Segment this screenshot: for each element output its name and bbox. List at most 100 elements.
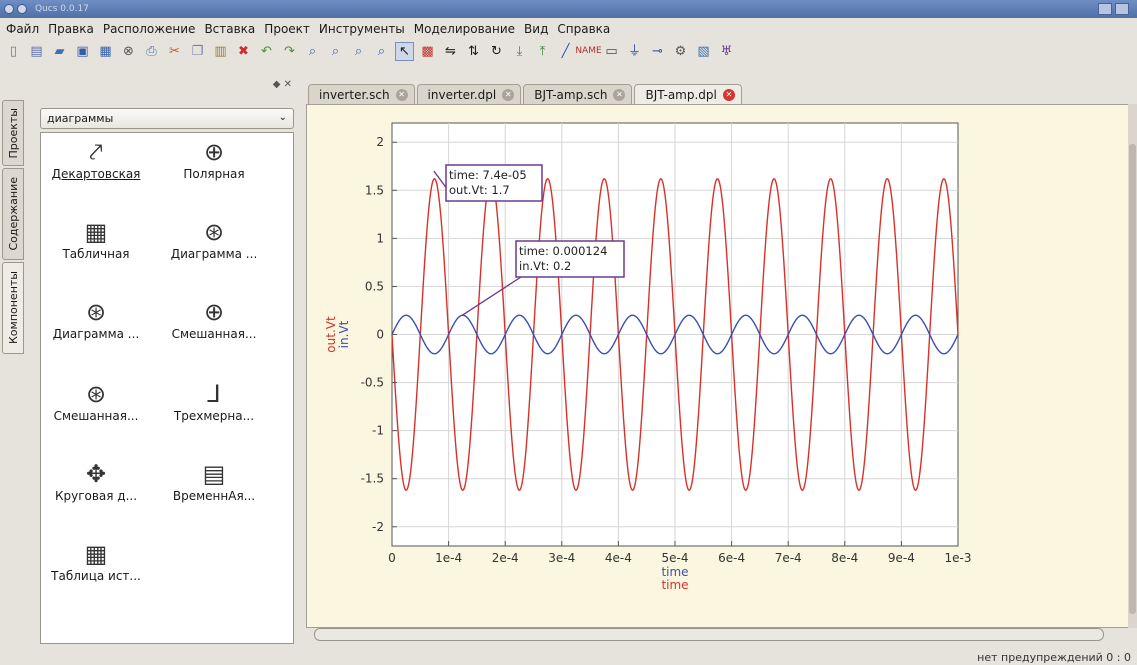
- equation-icon[interactable]: ⊸: [652, 43, 663, 59]
- new-text-icon[interactable]: ▤: [30, 43, 43, 59]
- vertical-scrollbar-thumb[interactable]: [1129, 144, 1136, 614]
- doc-tab-label: inverter.sch: [319, 87, 390, 102]
- app-icon[interactable]: [4, 4, 14, 14]
- print-icon[interactable]: ⎙: [146, 43, 157, 59]
- open-icon[interactable]: ▰: [54, 43, 65, 59]
- tab-components[interactable]: Компоненты: [2, 262, 24, 354]
- simulate-icon[interactable]: ⚙: [674, 43, 687, 59]
- horizontal-scrollbar[interactable]: [314, 628, 1104, 641]
- tab-bjt-amp-sch[interactable]: BJT-amp.sch ✕: [523, 84, 633, 104]
- menu-simulation[interactable]: Моделирование: [413, 22, 516, 36]
- maximize-button[interactable]: [1115, 3, 1129, 15]
- menu-help[interactable]: Справка: [557, 22, 611, 36]
- close-icon[interactable]: ⊗: [123, 43, 134, 59]
- menu-positioning[interactable]: Расположение: [102, 22, 196, 36]
- tab-components-label: Компоненты: [6, 271, 20, 345]
- component-item[interactable]: ⅃ Трехмерна...: [159, 379, 269, 423]
- minimize-button[interactable]: [1098, 3, 1112, 15]
- delete-icon[interactable]: ✖: [238, 43, 249, 59]
- menu-edit[interactable]: Правка: [48, 22, 94, 36]
- vertical-scrollbar[interactable]: [1128, 104, 1137, 628]
- y-tick-label: 1.5: [365, 183, 384, 197]
- zoom-out-icon[interactable]: ⌕: [354, 43, 363, 59]
- mirror-x-icon[interactable]: ⇋: [445, 43, 456, 59]
- mirror-y-icon[interactable]: ⇅: [468, 43, 479, 59]
- component-item[interactable]: ✥ Круговая д...: [41, 459, 151, 503]
- dock-close-icon[interactable]: ✕: [283, 79, 292, 90]
- polar-smith-icon: ⊕: [203, 298, 225, 326]
- chart-ticks: 0 1e-4 2e-4 3e-4 4e-4 5e-4 6e-4 7e-4 8e-4 9e-4 1e-…: [361, 135, 972, 565]
- redo-icon[interactable]: ↷: [284, 43, 295, 59]
- tab-inverter-dpl[interactable]: inverter.dpl ✕: [416, 84, 522, 104]
- close-tab-icon[interactable]: ✕: [502, 88, 515, 101]
- component-category-select[interactable]: диаграммы ⌄: [40, 108, 294, 129]
- close-tab-icon[interactable]: ✕: [722, 88, 735, 101]
- window-icons: [4, 4, 27, 14]
- y-tick-label: -1.5: [361, 472, 384, 486]
- zoom-1to1-icon[interactable]: ⌕: [377, 43, 386, 59]
- menu-insert[interactable]: Вставка: [204, 22, 256, 36]
- menu-view[interactable]: Вид: [524, 22, 549, 36]
- tab-projects[interactable]: Проекты: [2, 100, 24, 166]
- schematic-canvas[interactable]: 0 1e-4 2e-4 3e-4 4e-4 5e-4 6e-4 7e-4 8e-4 9e-4 1e-…: [306, 104, 1130, 628]
- deactivate-icon[interactable]: ▩: [421, 43, 434, 59]
- component-item[interactable]: ▤ ВременнАя...: [159, 459, 269, 503]
- locus-curve-icon: ✥: [85, 460, 107, 488]
- view-dataset-icon[interactable]: ▧: [697, 43, 710, 59]
- component-item[interactable]: ▦ Таблица ист...: [41, 539, 151, 583]
- tab-content[interactable]: Содержание: [2, 168, 24, 260]
- marker-box[interactable]: [445, 164, 543, 202]
- component-item[interactable]: ⊕ Смешанная...: [159, 297, 269, 341]
- marker-icon[interactable]: ♅: [720, 43, 733, 59]
- menu-project[interactable]: Проект: [264, 22, 310, 36]
- 3d-cartesian-icon: ⅃: [207, 380, 221, 408]
- component-item[interactable]: ⊛ Смешанная...: [41, 379, 151, 423]
- ground-icon[interactable]: ⏚: [627, 43, 641, 59]
- go-into-subcircuit-icon[interactable]: ⤓: [516, 43, 523, 59]
- port-icon[interactable]: ▭: [605, 43, 618, 59]
- undo-icon[interactable]: ↶: [261, 43, 272, 59]
- cut-icon[interactable]: ✂: [169, 43, 180, 59]
- tab-inverter-sch[interactable]: inverter.sch ✕: [308, 84, 415, 104]
- component-label: Табличная: [62, 247, 130, 261]
- x-tick-label: 2e-4: [492, 551, 519, 565]
- timing-diagram-icon: ▤: [202, 460, 226, 488]
- marker-box[interactable]: [515, 240, 625, 278]
- select-icon[interactable]: ↖: [395, 41, 414, 61]
- save-all-icon[interactable]: ▦: [99, 43, 112, 59]
- menu-bar: Файл Правка Расположение Вставка Проект …: [0, 19, 1137, 39]
- cartesian-diagram[interactable]: 0 1e-4 2e-4 3e-4 4e-4 5e-4 6e-4 7e-4 8e-4 9e-4 1e-…: [307, 105, 1129, 627]
- rotate-icon[interactable]: ↻: [491, 43, 502, 59]
- component-item[interactable]: ▦ Табличная: [41, 217, 151, 261]
- insert-label-icon[interactable]: NAME: [575, 45, 602, 56]
- component-item[interactable]: ⊕ Полярная: [159, 137, 269, 181]
- menu-tools[interactable]: Инструменты: [318, 22, 405, 36]
- new-file-icon[interactable]: ▯: [9, 43, 18, 59]
- component-label: Смешанная...: [171, 327, 257, 341]
- tab-bjt-amp-dpl[interactable]: BJT-amp.dpl ✕: [634, 84, 742, 104]
- y-tick-label: -0.5: [361, 376, 384, 390]
- x-tick-label: 4e-4: [605, 551, 632, 565]
- component-item[interactable]: ⊛ Диаграмма ...: [41, 297, 151, 341]
- smith-chart-icon: ⊛: [203, 218, 225, 246]
- tab-content-label: Содержание: [6, 177, 20, 251]
- window-menu-icon[interactable]: [17, 4, 27, 14]
- go-back-icon[interactable]: ⤒: [539, 43, 546, 59]
- close-tab-icon[interactable]: ✕: [395, 88, 408, 101]
- series-line-invt: [391, 314, 959, 355]
- zoom-in-icon[interactable]: ⌕: [331, 43, 340, 59]
- component-item[interactable]: ⤤ Декартовская: [41, 137, 151, 181]
- chart-grid: [392, 123, 958, 546]
- copy-icon[interactable]: ❐: [191, 43, 204, 59]
- dock-float-icon[interactable]: ◆: [272, 79, 281, 90]
- menu-file[interactable]: Файл: [6, 22, 40, 36]
- wire-icon[interactable]: ╱: [561, 43, 570, 59]
- paste-icon[interactable]: ▥: [214, 43, 227, 59]
- zoom-fit-icon[interactable]: ⌕: [308, 43, 317, 59]
- truth-table-icon: ▦: [84, 540, 108, 568]
- save-icon[interactable]: ▣: [76, 43, 89, 59]
- x-tick-label: 5e-4: [662, 551, 689, 565]
- component-item[interactable]: ⊛ Диаграмма ...: [159, 217, 269, 261]
- close-tab-icon[interactable]: ✕: [613, 88, 626, 101]
